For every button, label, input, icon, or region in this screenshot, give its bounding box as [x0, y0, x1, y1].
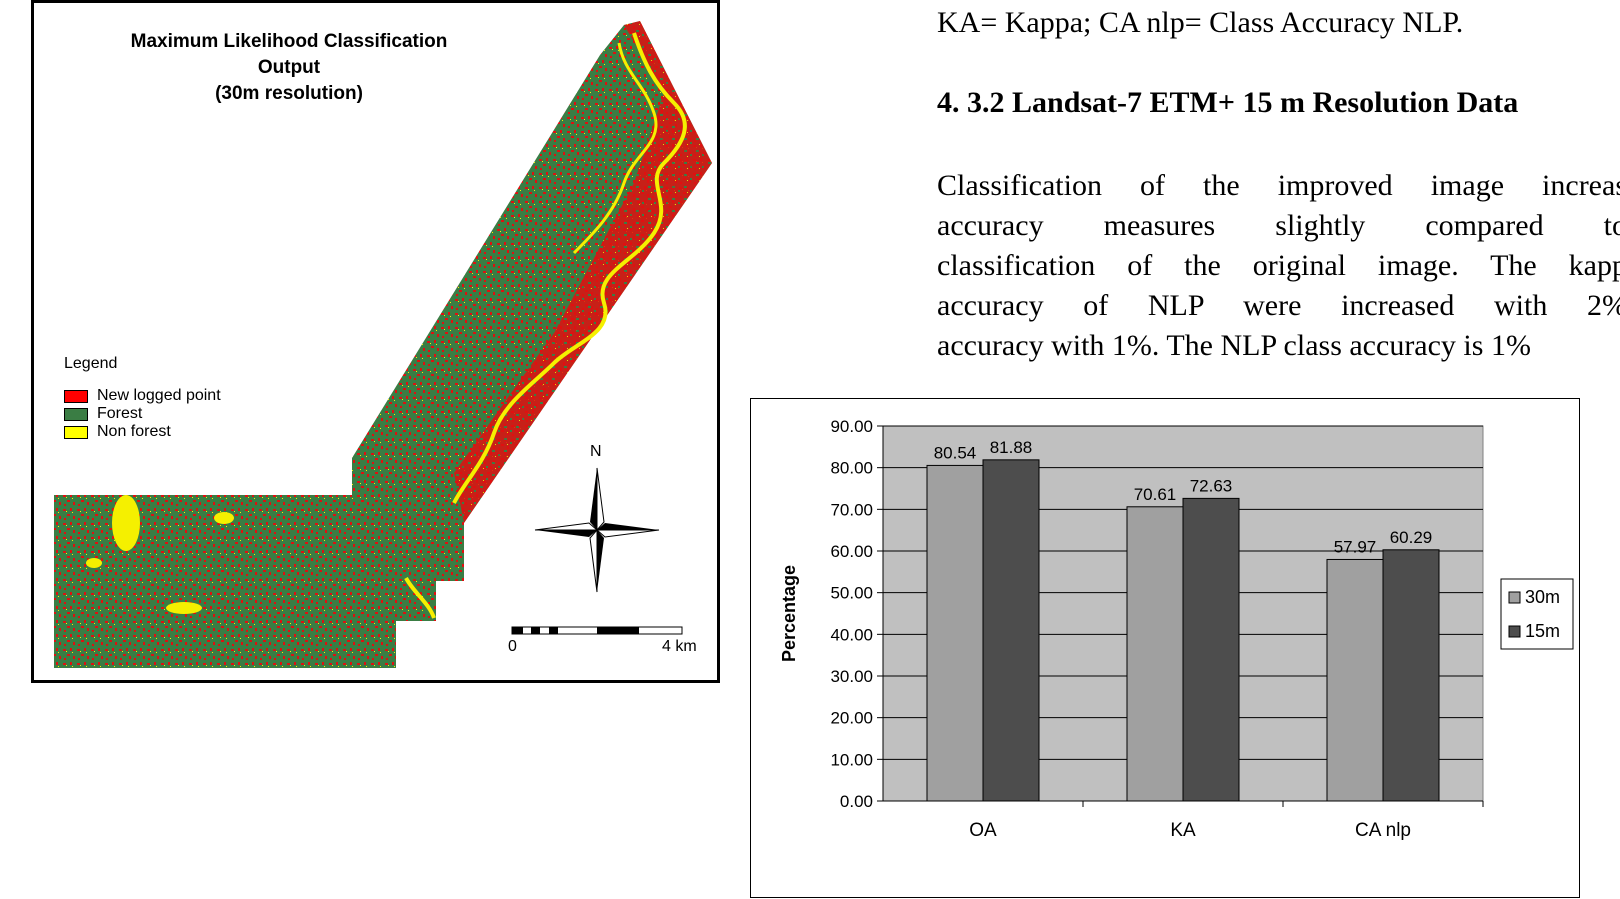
river-nonforest-2 — [572, 42, 658, 255]
bar-15m — [982, 459, 1040, 802]
bar-15m — [1182, 497, 1240, 802]
bar-30m — [1126, 506, 1184, 802]
data-label: 60.29 — [1390, 528, 1433, 547]
legend-title: Legend — [64, 355, 118, 372]
data-label: 80.54 — [934, 443, 977, 462]
y-tick-label: 80.00 — [830, 459, 873, 478]
classification-map — [54, 21, 712, 668]
map-title-line: Output — [257, 57, 321, 78]
legend-item-forest: Forest — [64, 405, 221, 423]
y-tick-label: 0.00 — [840, 792, 873, 811]
bar-30m — [1326, 558, 1384, 802]
north-arrow-icon — [534, 467, 660, 593]
legend-item-nonforest: Non forest — [64, 423, 221, 441]
legend-label-30m: 30m — [1525, 587, 1560, 607]
x-tick-label: KA — [1170, 820, 1196, 841]
legend-swatch-15m — [1508, 625, 1521, 638]
nonforest-patch — [112, 495, 140, 551]
paragraph-line: accuracy with 1%. The NLP class accuracy… — [937, 329, 1531, 362]
legend-swatch — [64, 425, 88, 439]
y-tick-label: 20.00 — [830, 709, 873, 728]
nonforest-patch — [214, 512, 234, 524]
data-label: 81.88 — [990, 438, 1033, 457]
north-label: N — [590, 443, 602, 460]
y-axis-label: Percentage — [779, 565, 799, 662]
y-tick-label: 70.00 — [830, 500, 873, 519]
scale-start-label: 0 — [508, 638, 517, 655]
river-nonforest-3 — [404, 577, 436, 619]
data-label: 72.63 — [1190, 476, 1233, 495]
paragraph-line: accuracy of NLP were increased with 2% — [937, 289, 1620, 322]
map-title-line: (30m resolution) — [215, 83, 363, 104]
legend-label-15m: 15m — [1525, 621, 1560, 641]
map-title-line: Maximum Likelihood Classification — [130, 31, 448, 52]
body-paragraph: Classification of the improved image inc… — [937, 166, 1620, 366]
bar-15m — [1382, 549, 1440, 802]
legend-label: Non forest — [97, 423, 171, 440]
y-tick-label: 60.00 — [830, 542, 873, 561]
y-tick-label: 30.00 — [830, 667, 873, 686]
paragraph-line: Classification of the improved image inc… — [937, 169, 1620, 202]
legend-swatch — [64, 389, 88, 403]
map-legend: Legend New logged point Forest Non fores… — [64, 355, 221, 441]
scale-end-label: 4 km — [662, 638, 697, 655]
section-heading: 4. 3.2 Landsat-7 ETM+ 15 m Resolution Da… — [937, 86, 1519, 119]
nonforest-patch — [166, 602, 202, 614]
river-nonforest — [452, 32, 687, 504]
map-title: Maximum Likelihood Classification Output… — [74, 29, 504, 107]
data-label: 70.61 — [1134, 485, 1177, 504]
legend-swatch — [64, 407, 88, 421]
legend-item-new-logged: New logged point — [64, 387, 221, 405]
y-tick-label: 10.00 — [830, 750, 873, 769]
data-label: 57.97 — [1334, 537, 1377, 556]
classification-map-figure: Maximum Likelihood Classification Output… — [31, 0, 720, 683]
y-tick-label: 90.00 — [830, 417, 873, 436]
paragraph-line: classification of the original image. Th… — [937, 249, 1620, 282]
table-caption-note: KA= Kappa; CA nlp= Class Accuracy NLP. — [937, 6, 1464, 39]
legend-label: New logged point — [97, 387, 221, 404]
y-tick-label: 40.00 — [830, 625, 873, 644]
bar-30m — [926, 464, 984, 802]
study-area — [54, 21, 712, 668]
x-tick-label: OA — [969, 820, 997, 841]
legend-swatch-30m — [1508, 591, 1521, 604]
y-tick-label: 50.00 — [830, 584, 873, 603]
accuracy-bar-chart: 0.00 10.00 20.00 30.00 40.00 50.00 60.00 70.00 8… — [750, 398, 1580, 898]
legend-label: Forest — [97, 405, 143, 422]
paragraph-line: accuracy measures slightly compared to — [937, 209, 1620, 242]
nonforest-patch — [86, 558, 102, 568]
x-tick-label: CA nlp — [1355, 820, 1411, 841]
chart-svg: 0.00 10.00 20.00 30.00 40.00 50.00 60.00 70.00 8… — [779, 417, 1574, 841]
scale-bar — [511, 626, 683, 635]
